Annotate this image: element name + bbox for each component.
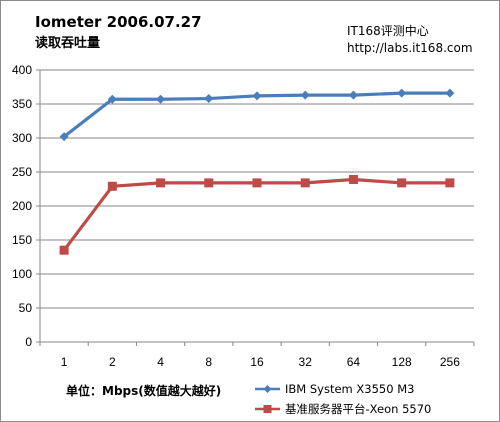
data-point-series-1 (348, 90, 358, 100)
y-tick-label: 100 (12, 267, 32, 281)
data-point-series-1 (156, 94, 166, 104)
y-tick-label: 150 (12, 233, 32, 247)
y-tick-label: 350 (12, 97, 32, 111)
data-point-series-1 (300, 90, 310, 100)
x-tick-label: 64 (347, 355, 361, 369)
data-point-series-2 (445, 178, 455, 188)
x-tick-label: 8 (205, 355, 212, 369)
data-point-series-2 (107, 181, 117, 191)
axes: 0 50 100 150 200 250 300 350 400 1 2 4 8 16 32 64 128 256 (12, 63, 475, 369)
data-point-series-2 (348, 174, 358, 184)
data-point-series-2 (156, 178, 166, 188)
data-point-series-1 (107, 94, 117, 104)
data-point-series-2 (59, 245, 69, 255)
y-tick-label: 50 (19, 301, 33, 315)
y-tick-label: 300 (12, 131, 32, 145)
data-point-series-1 (252, 91, 262, 101)
data-point-series-1 (445, 88, 455, 98)
x-tick-label: 2 (109, 355, 116, 369)
brand-url: http://labs.it168.com (347, 41, 473, 55)
unit-label: 单位：Mbps(数值越大越好) (66, 383, 221, 398)
y-tick-label: 250 (12, 165, 32, 179)
x-tick-label: 1 (61, 355, 68, 369)
y-tick-label: 200 (12, 199, 32, 213)
brand-name: IT168评测中心 (347, 23, 429, 38)
data-point-series-1 (397, 88, 407, 98)
data-point-series-2 (300, 178, 310, 188)
x-tick-label: 128 (392, 355, 412, 369)
y-tick-label: 400 (12, 63, 32, 77)
chart-subtitle: 读取吞吐量 (35, 35, 100, 51)
legend-label-series-2: 基准服务器平台-Xeon 5570 (285, 402, 431, 416)
legend: IBM System X3550 M3 基准服务器平台-Xeon 5570 (255, 382, 431, 416)
chart-title: Iometer 2006.07.27 (35, 13, 202, 31)
legend-marker-series-2 (263, 405, 272, 413)
x-tick-label: 16 (250, 355, 264, 369)
data-point-series-1 (204, 94, 214, 104)
data-point-series-2 (252, 178, 262, 188)
data-point-series-2 (397, 178, 407, 188)
x-tick-label: 4 (157, 355, 164, 369)
gridlines (40, 69, 474, 309)
y-tick-label: 0 (25, 335, 32, 349)
series-plot (59, 88, 455, 255)
x-tick-label: 256 (440, 355, 460, 369)
x-tick-label: 32 (299, 355, 313, 369)
data-point-series-1 (59, 132, 69, 142)
legend-marker-series-1 (263, 385, 272, 393)
legend-label-series-1: IBM System X3550 M3 (285, 382, 414, 396)
data-point-series-2 (204, 178, 214, 188)
